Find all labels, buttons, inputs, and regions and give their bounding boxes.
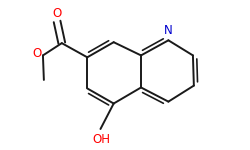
Text: OH: OH: [92, 133, 110, 146]
Text: N: N: [164, 24, 173, 37]
Text: O: O: [52, 7, 62, 20]
Text: O: O: [32, 47, 42, 60]
